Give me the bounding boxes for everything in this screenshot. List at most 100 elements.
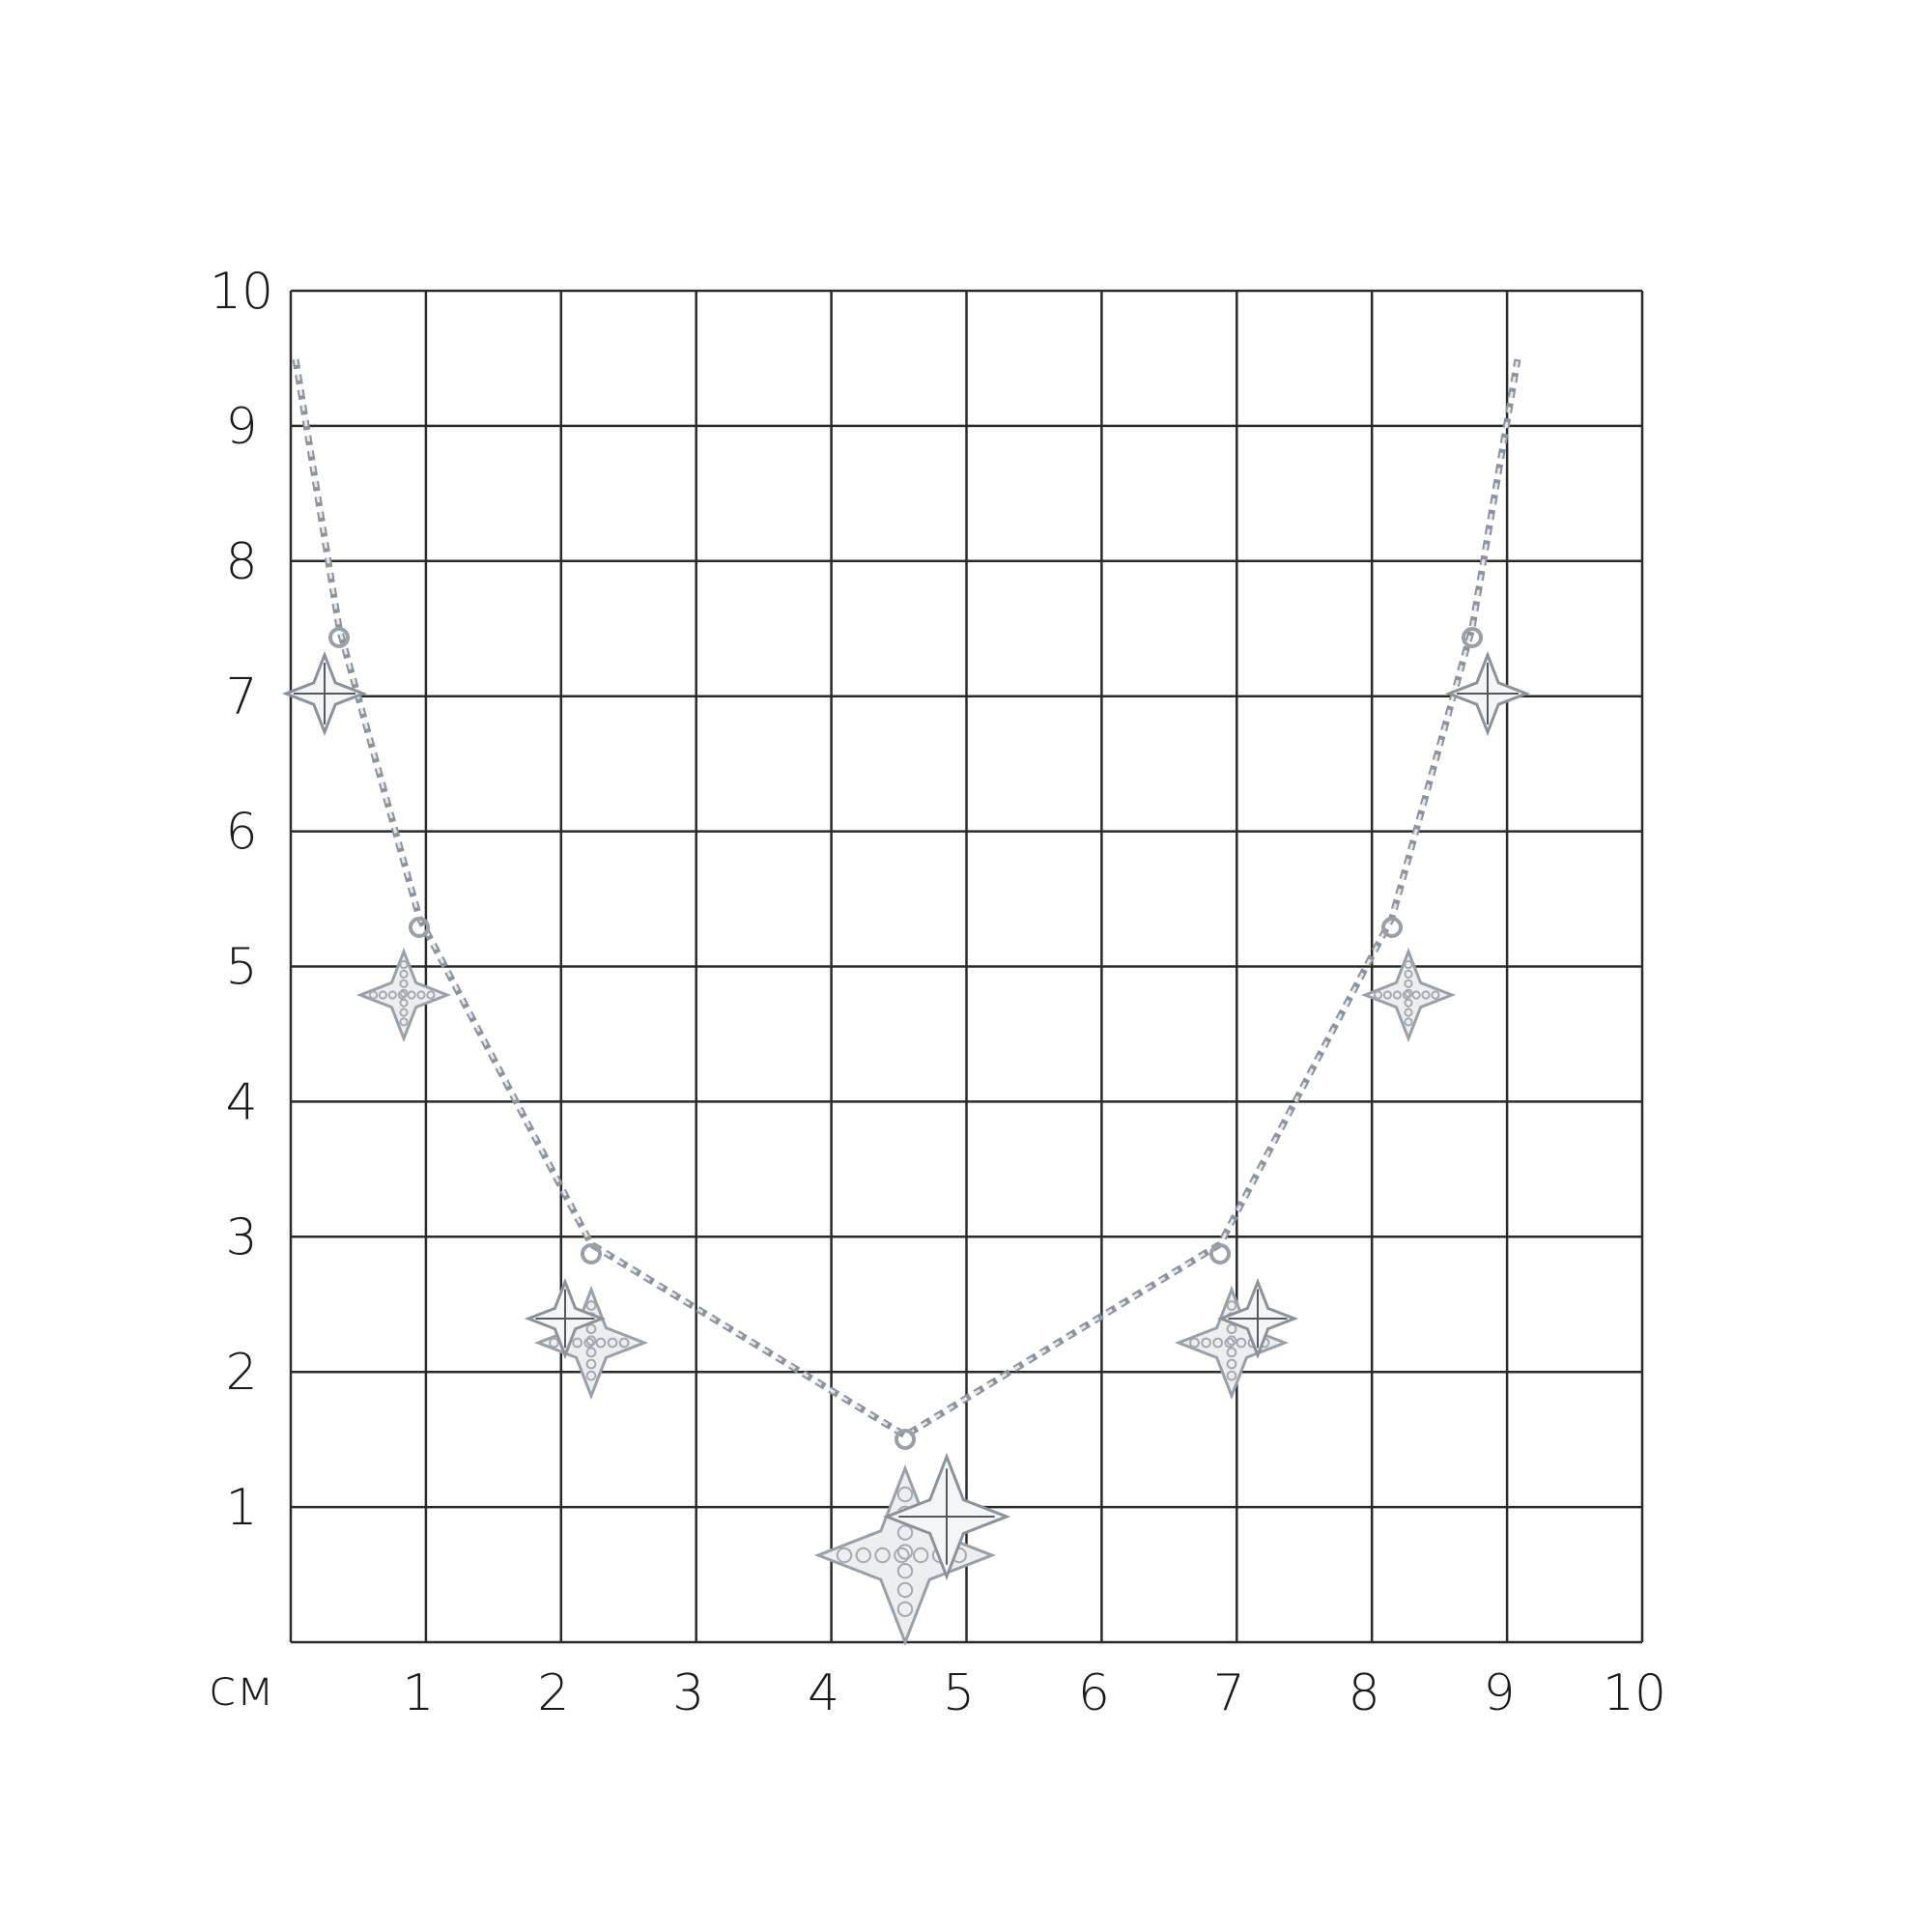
grid <box>289 289 1644 1644</box>
stone <box>896 1486 914 1503</box>
necklace-image <box>281 358 1531 1647</box>
stone <box>399 988 409 998</box>
stone <box>399 959 409 970</box>
jump-ring <box>1462 627 1483 648</box>
x-axis-label: 5 <box>943 1664 975 1722</box>
stone <box>585 1300 597 1311</box>
stone <box>913 1547 929 1564</box>
stone <box>399 1017 409 1027</box>
y-axis-label: 7 <box>225 668 257 726</box>
stone <box>572 1337 583 1349</box>
stone <box>1421 990 1431 1000</box>
stone <box>1404 988 1413 998</box>
stone <box>894 1547 910 1564</box>
unit-label: см <box>209 1660 274 1718</box>
stone <box>1392 990 1402 1000</box>
stone <box>896 1524 914 1541</box>
stone <box>1236 1337 1247 1349</box>
stone <box>1189 1337 1200 1349</box>
x-axis-label: 1 <box>402 1664 434 1722</box>
chain <box>292 358 1521 1439</box>
pave-star-pendant-icon <box>1360 947 1457 1043</box>
jump-ring <box>328 627 350 648</box>
stone <box>378 990 387 1000</box>
x-axis-label: 7 <box>1213 1664 1245 1722</box>
stone <box>1201 1337 1211 1349</box>
x-axis-label: 4 <box>808 1664 839 1722</box>
stone <box>1226 1300 1237 1311</box>
star-facet <box>1457 663 1519 724</box>
y-axis-label: 3 <box>225 1208 257 1266</box>
stone <box>618 1337 630 1349</box>
y-axis-label: 8 <box>225 533 257 591</box>
stone <box>595 1337 607 1349</box>
y-axis-label: 9 <box>225 398 257 456</box>
y-axis-labels: 1 2 3 4 5 6 7 8 9 10 <box>210 263 273 1537</box>
stone <box>399 998 409 1008</box>
jump-ring <box>409 917 430 938</box>
stone <box>1404 1008 1413 1017</box>
jump-ring <box>1381 917 1403 938</box>
x-axis-label: 6 <box>1078 1664 1110 1722</box>
stone <box>1226 1335 1237 1347</box>
stone <box>855 1547 871 1564</box>
stone <box>416 990 426 1000</box>
stone <box>607 1337 618 1349</box>
stone <box>399 979 409 988</box>
stone <box>1226 1358 1237 1370</box>
stone <box>585 1347 597 1358</box>
stone <box>1404 959 1413 970</box>
stone <box>1411 990 1421 1000</box>
star-facet <box>294 663 355 724</box>
star-facet <box>1228 1289 1288 1349</box>
stone <box>1226 1347 1237 1358</box>
stone <box>583 1337 595 1349</box>
stone <box>549 1337 559 1349</box>
stone <box>896 1601 914 1618</box>
y-axis-label: 10 <box>210 263 273 321</box>
y-axis-label: 1 <box>225 1479 257 1537</box>
stone <box>585 1370 597 1381</box>
chain-highlight <box>294 358 1520 1437</box>
x-axis-label: 3 <box>672 1664 704 1722</box>
stone <box>1404 998 1413 1008</box>
stone <box>1212 1337 1224 1349</box>
x-axis-label: 10 <box>1603 1664 1666 1722</box>
stone <box>399 969 409 980</box>
stone <box>407 990 416 1000</box>
x-axis-label: 2 <box>537 1664 569 1722</box>
y-axis-label: 2 <box>225 1344 257 1402</box>
x-axis-label: 9 <box>1484 1664 1516 1722</box>
stone <box>397 990 407 1000</box>
y-axis-label: 4 <box>225 1073 257 1131</box>
x-axis-label: 8 <box>1349 1664 1380 1722</box>
jump-ring <box>1209 1243 1231 1264</box>
stone <box>1404 1017 1413 1027</box>
y-axis-label: 5 <box>225 939 257 997</box>
stone <box>368 990 379 1000</box>
stone <box>1226 1370 1237 1381</box>
stone <box>585 1323 597 1335</box>
jump-ring <box>581 1243 602 1264</box>
stone <box>896 1581 914 1599</box>
stone <box>1402 990 1411 1000</box>
star-facet <box>535 1289 595 1349</box>
stone <box>1404 969 1413 980</box>
stone <box>896 1563 914 1579</box>
stone <box>399 1008 409 1017</box>
stone <box>896 1544 914 1560</box>
stone <box>1382 990 1393 1000</box>
stone <box>585 1335 597 1347</box>
stone <box>1404 979 1413 988</box>
y-axis-label: 6 <box>225 804 257 862</box>
stone <box>874 1547 891 1564</box>
star-facet <box>898 1468 995 1565</box>
stone <box>1224 1337 1236 1349</box>
x-axis-labels: 1 2 3 4 5 6 7 8 9 10 <box>402 1664 1666 1722</box>
stone <box>836 1547 853 1564</box>
stone <box>1226 1323 1237 1335</box>
jump-ring <box>895 1429 916 1450</box>
stone <box>426 990 436 1000</box>
pave-star-pendant-icon <box>355 947 452 1043</box>
